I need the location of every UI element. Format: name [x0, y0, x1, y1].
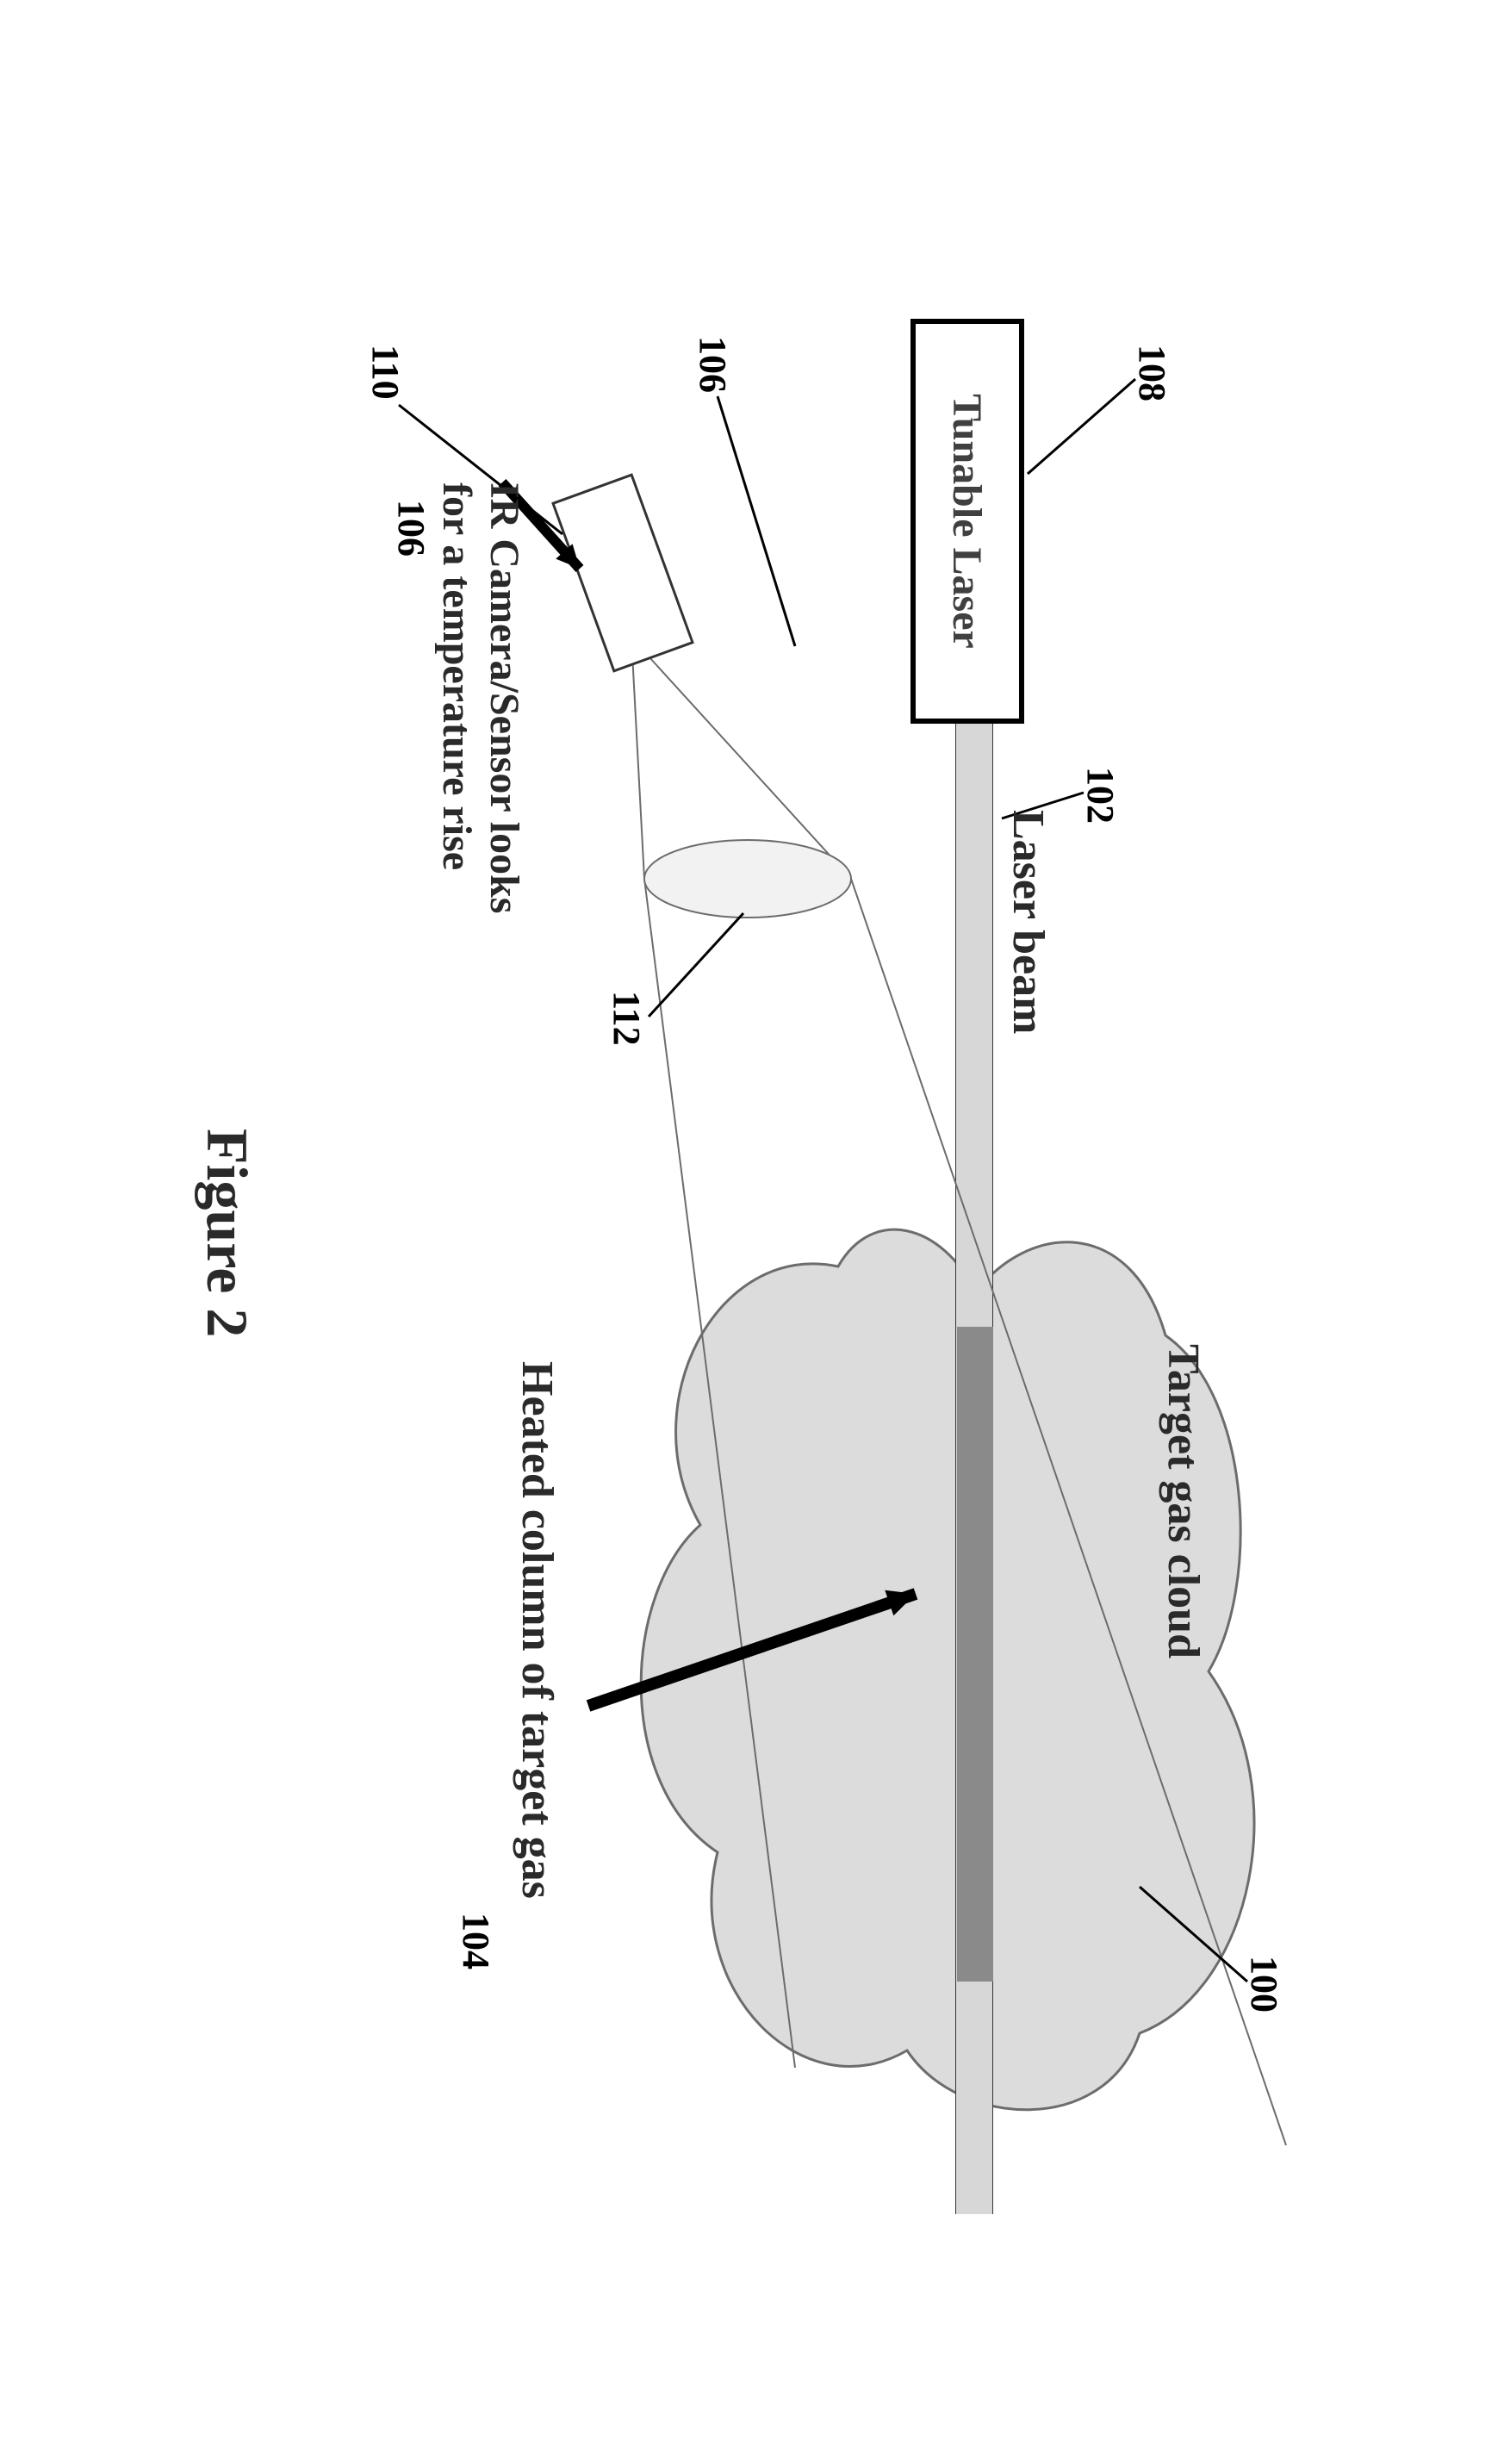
ir-camera-label-line2: for a temperature rise: [433, 482, 481, 913]
ref-106a: 106: [691, 336, 735, 393]
page: Tunable Laser Target gas cloud Laser bea…: [0, 0, 1504, 2464]
ref-102: 102: [1078, 767, 1122, 824]
ref-112: 112: [605, 991, 649, 1046]
ref-110: 110: [364, 345, 407, 400]
ref-106b: 106: [389, 500, 433, 557]
heated-column-label: Heated column of target gas: [512, 1361, 562, 1899]
laser-beam-label: Laser beam: [1003, 810, 1053, 1034]
leader-lines: [106, 198, 1398, 2266]
figure-canvas: Tunable Laser Target gas cloud Laser bea…: [106, 198, 1398, 2266]
ref-108: 108: [1130, 345, 1174, 401]
rotated-figure-wrapper: Tunable Laser Target gas cloud Laser bea…: [106, 198, 1398, 2266]
ir-camera-label: IR Camera/Sensor looks for a temperature…: [433, 482, 528, 913]
target-gas-cloud-label: Target gas cloud: [1158, 1344, 1209, 1658]
ref-100: 100: [1242, 1956, 1286, 2013]
figure-caption: Figure 2: [193, 1129, 261, 1337]
ir-camera-label-line1: IR Camera/Sensor looks: [481, 482, 528, 913]
ref-104: 104: [454, 1913, 498, 1969]
